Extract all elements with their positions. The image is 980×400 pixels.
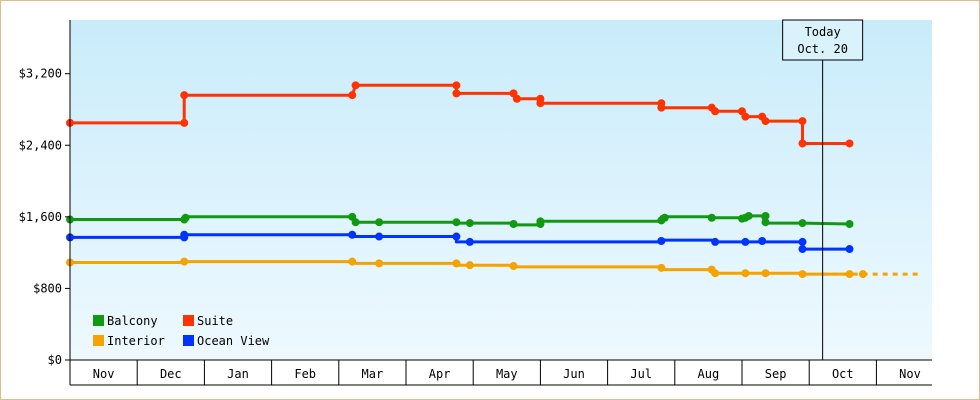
suite-point [512, 94, 521, 103]
suite-point [180, 118, 189, 127]
ocean-view-point [711, 237, 720, 246]
legend-label-ocean-view: Ocean View [197, 334, 270, 348]
interior-point [858, 270, 867, 279]
ocean-view-point [798, 237, 807, 246]
legend-label-suite: Suite [197, 314, 233, 328]
balcony-point [509, 220, 518, 228]
x-tick-label: Feb [294, 367, 316, 381]
today-box [782, 19, 864, 61]
interior-point [761, 269, 770, 278]
interior-point [798, 270, 807, 279]
interior-point [452, 259, 461, 268]
balcony-point [707, 213, 716, 222]
y-tick-label: $800 [33, 281, 62, 295]
x-tick-label: Nov [899, 367, 921, 381]
balcony-point [181, 213, 190, 222]
suite-point [180, 91, 189, 100]
interior-point [711, 269, 720, 278]
x-tick-label: Jul [630, 367, 652, 381]
legend-swatch-interior [93, 335, 104, 346]
ocean-view-point [845, 245, 854, 254]
balcony-point [761, 211, 770, 220]
interior-point [465, 261, 474, 270]
suite-point [741, 112, 750, 121]
balcony-point [351, 218, 360, 227]
ocean-view-point [657, 237, 666, 245]
legend-swatch-ocean-view [183, 335, 194, 346]
balcony-point [452, 218, 461, 227]
suite-point [798, 139, 807, 148]
y-tick-label: $0 [48, 353, 62, 367]
ocean-view-point [375, 232, 384, 241]
x-tick-label: Oct [832, 367, 854, 381]
interior-point [180, 257, 189, 266]
balcony-point [744, 211, 753, 220]
ocean-view-point [798, 245, 807, 254]
ocean-view-point [348, 230, 357, 239]
legend-swatch-balcony [93, 315, 104, 326]
balcony-point [660, 213, 669, 222]
ocean-view-series-line [70, 233, 850, 251]
x-tick-label: Apr [429, 367, 451, 381]
suite-point [452, 89, 461, 98]
suite-point [536, 99, 545, 108]
interior-point [741, 269, 750, 278]
interior-point [657, 263, 666, 272]
legend-swatch-suite [183, 315, 194, 326]
balcony-point [761, 218, 770, 227]
y-tick-label: $2,400 [19, 138, 62, 152]
x-tick-label: Jan [227, 367, 249, 381]
x-tick-label: Sep [765, 367, 787, 381]
suite-point [348, 91, 357, 100]
suite-point [351, 81, 360, 90]
x-tick-label: Aug [698, 367, 720, 381]
balcony-point [798, 219, 807, 228]
plot-area [70, 20, 932, 360]
interior-point [348, 257, 357, 266]
legend-label-interior: Interior [107, 334, 165, 348]
suite-point [452, 81, 461, 90]
suite-point [711, 107, 720, 116]
ocean-view-point [452, 232, 461, 241]
x-tick-label: May [496, 367, 518, 381]
x-tick-label: Mar [362, 367, 384, 381]
suite-point [657, 103, 666, 112]
suite-point [845, 139, 854, 148]
y-tick-label: $1,600 [19, 210, 62, 224]
legend-label-balcony: Balcony [107, 314, 158, 328]
x-tick-label: Nov [93, 367, 115, 381]
ocean-view-point [465, 237, 474, 246]
ocean-view-point [180, 230, 189, 239]
balcony-point [465, 219, 474, 228]
today-date: Oct. 20 [797, 42, 848, 56]
balcony-point [536, 217, 545, 226]
today-label: Today [805, 25, 841, 39]
interior-point [845, 270, 854, 279]
x-tick-label: Jun [563, 367, 585, 381]
balcony-point [845, 220, 854, 228]
suite-point [761, 117, 770, 126]
x-tick-label: Dec [160, 367, 182, 381]
interior-point [509, 262, 518, 271]
balcony-point [375, 218, 384, 227]
interior-point [375, 259, 384, 268]
y-tick-label: $3,200 [19, 67, 62, 81]
ocean-view-point [758, 237, 767, 245]
ocean-view-point [741, 237, 750, 246]
suite-point [798, 117, 807, 126]
